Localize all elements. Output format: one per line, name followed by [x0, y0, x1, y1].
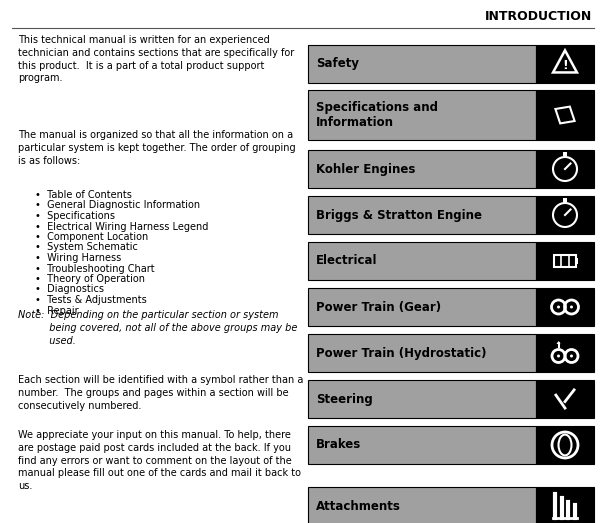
Bar	[536, 242, 594, 280]
Bar	[308, 487, 536, 523]
Bar	[308, 334, 536, 372]
Bar	[308, 150, 536, 188]
Text: We appreciate your input on this manual. To help, there
are postage paid post ca: We appreciate your input on this manual.…	[18, 430, 301, 491]
Bar	[536, 150, 594, 188]
Text: Attachments: Attachments	[316, 499, 401, 513]
Text: Power Train (Gear): Power Train (Gear)	[316, 301, 441, 313]
Bar	[536, 196, 594, 234]
Text: •  System Schematic: • System Schematic	[35, 243, 138, 253]
Bar	[536, 426, 594, 464]
Circle shape	[570, 305, 573, 309]
Bar	[308, 380, 536, 418]
Text: •  Troubleshooting Chart: • Troubleshooting Chart	[35, 264, 155, 274]
Text: •  General Diagnostic Information: • General Diagnostic Information	[35, 200, 200, 210]
Bar	[563, 198, 568, 202]
Bar	[536, 90, 594, 140]
Text: •  Table of Contents: • Table of Contents	[35, 190, 132, 200]
Text: Specifications and
Information: Specifications and Information	[316, 101, 438, 129]
Text: •  Wiring Harness: • Wiring Harness	[35, 253, 121, 263]
Text: •  Specifications: • Specifications	[35, 211, 115, 221]
Circle shape	[557, 355, 560, 358]
Text: Brakes: Brakes	[316, 438, 361, 451]
Text: Safety: Safety	[316, 58, 359, 71]
Text: •  Electrical Wiring Harness Legend: • Electrical Wiring Harness Legend	[35, 222, 208, 232]
Circle shape	[557, 305, 560, 309]
Bar	[554, 255, 576, 267]
Text: Steering: Steering	[316, 392, 373, 405]
Bar	[308, 196, 536, 234]
Bar	[536, 334, 594, 372]
Bar	[308, 90, 536, 140]
Text: !: !	[562, 60, 568, 73]
Bar	[576, 258, 578, 264]
Text: •  Component Location: • Component Location	[35, 232, 148, 242]
Text: •  Repair: • Repair	[35, 305, 79, 315]
Bar	[308, 242, 536, 280]
Text: Power Train (Hydrostatic): Power Train (Hydrostatic)	[316, 347, 487, 359]
Bar	[536, 288, 594, 326]
Bar	[308, 45, 536, 83]
Bar	[308, 426, 536, 464]
Text: Note:  Depending on the particular section or system
          being covered, no: Note: Depending on the particular sectio…	[18, 310, 298, 346]
Text: This technical manual is written for an experienced
technician and contains sect: This technical manual is written for an …	[18, 35, 294, 83]
Bar	[536, 45, 594, 83]
Bar	[308, 288, 536, 326]
Polygon shape	[557, 341, 560, 344]
Text: INTRODUCTION: INTRODUCTION	[485, 10, 592, 23]
Text: Electrical: Electrical	[316, 255, 377, 267]
Text: •  Diagnostics: • Diagnostics	[35, 285, 104, 294]
Text: Briggs & Stratton Engine: Briggs & Stratton Engine	[316, 209, 482, 222]
Bar	[563, 152, 568, 156]
Text: The manual is organized so that all the information on a
particular system is ke: The manual is organized so that all the …	[18, 130, 296, 166]
Text: •  Theory of Operation: • Theory of Operation	[35, 274, 145, 284]
Text: Kohler Engines: Kohler Engines	[316, 163, 415, 176]
Bar	[536, 380, 594, 418]
Text: Each section will be identified with a symbol rather than a
number.  The groups : Each section will be identified with a s…	[18, 375, 304, 411]
Bar	[536, 487, 594, 523]
Circle shape	[570, 355, 573, 358]
Text: •  Tests & Adjustments: • Tests & Adjustments	[35, 295, 147, 305]
